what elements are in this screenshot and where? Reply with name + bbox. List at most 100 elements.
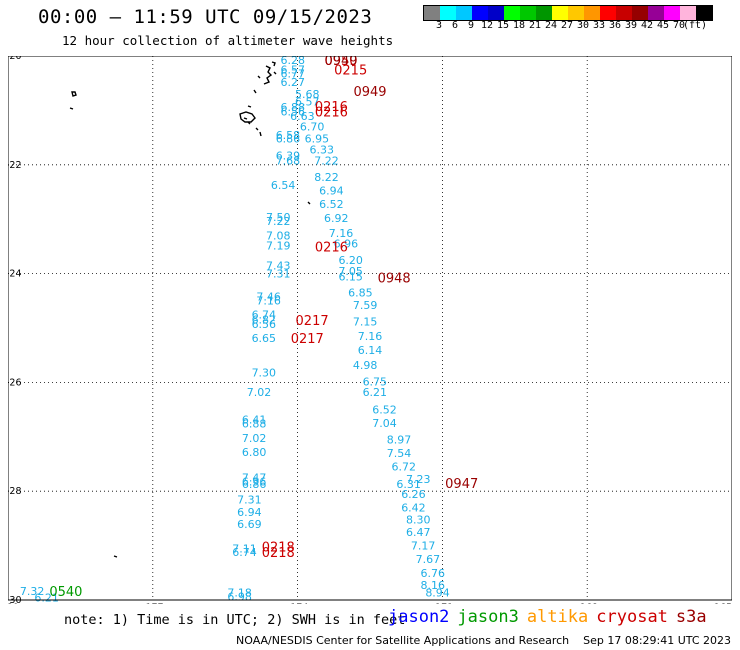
swh-value: 6.58 — [276, 129, 301, 142]
swh-value: 8.97 — [387, 434, 412, 447]
color-scale-ticks: 3 6 9 12 15 18 21 24 27 30 33 36 39 42 45 70 (ft) — [423, 20, 740, 32]
swh-value: 8.30 — [406, 513, 431, 526]
swh-value: 8.16 — [420, 579, 445, 592]
note-text: note: 1) Time is in UTC; 2) SWH is in fe… — [64, 612, 406, 628]
swh-value: 6.88 — [281, 101, 306, 114]
color-scale-tick: 9 — [467, 20, 475, 31]
chart-subtitle: 12 hour collection of altimeter wave hei… — [62, 33, 394, 48]
swh-value: 6.27 — [281, 76, 306, 89]
swh-value: 7.04 — [372, 417, 397, 430]
swh-value: 6.74 — [232, 546, 257, 559]
pass-time-labels: 0950094902150949021602160216094802170217… — [49, 56, 478, 600]
swh-value: 6.75 — [363, 375, 388, 388]
color-swatch — [648, 6, 664, 20]
swh-value: 8.94 — [425, 586, 450, 599]
swh-value: 7.17 — [411, 540, 436, 553]
swh-value: 7.15 — [353, 315, 378, 328]
pass-time-label: 0216 — [315, 105, 348, 120]
swh-value: 7.19 — [266, 239, 291, 252]
swh-value: 6.65 — [252, 332, 277, 345]
color-swatch — [456, 6, 472, 20]
pass-time-label: 0949 — [324, 56, 357, 69]
color-scale-tick: 15 — [496, 20, 510, 31]
x-tick-label: -174 — [287, 602, 309, 604]
color-swatch — [584, 6, 600, 20]
satellite-altika: altika — [526, 607, 589, 627]
color-swatch — [568, 6, 584, 20]
color-swatch — [552, 6, 568, 20]
color-scale-tick: 30 — [576, 20, 590, 31]
color-scale-tick: 39 — [624, 20, 638, 31]
swh-value: 7.68 — [276, 154, 301, 167]
satellite-legend: jason2 jason3 altika cryosat s3a — [388, 607, 715, 627]
color-scale-tick: 33 — [592, 20, 606, 31]
color-swatch — [696, 6, 712, 20]
swh-value: 7.50 — [266, 211, 291, 224]
swh-value: 7.23 — [406, 473, 431, 486]
color-swatch — [536, 6, 552, 20]
swh-value: 6.94 — [319, 184, 344, 197]
swh-value: 6.92 — [324, 212, 349, 225]
swh-value: 6.52 — [319, 198, 344, 211]
swh-value: 7.67 — [416, 553, 441, 566]
pass-time-label: 0218 — [262, 541, 295, 556]
pass-time-label: 0216 — [315, 100, 348, 115]
color-swatch — [472, 6, 488, 20]
swh-value: 6.56 — [281, 105, 306, 118]
y-tick-label: -26 — [8, 377, 22, 388]
color-swatch — [504, 6, 520, 20]
pass-time-label: 0949 — [353, 85, 386, 100]
color-swatch — [680, 6, 696, 20]
swh-value: 6.85 — [348, 287, 373, 300]
x-tick-label: -171 — [432, 602, 454, 604]
swh-value: 6.96 — [334, 238, 359, 251]
swh-value: 7.46 — [256, 290, 281, 303]
swh-value: 7.31 — [266, 268, 291, 281]
swh-value: 7.47 — [242, 472, 267, 485]
swh-values: 6.286.576.776.275.686.576.886.566.636.70… — [20, 56, 450, 604]
color-swatch — [520, 6, 536, 20]
color-scale-tick: 12 — [480, 20, 494, 31]
satellite-cryosat: cryosat — [596, 607, 668, 627]
swh-value: 6.21 — [34, 591, 59, 604]
pass-time-label: 0540 — [49, 585, 82, 600]
swh-value: 7.22 — [314, 154, 339, 167]
swh-value: 8.22 — [314, 171, 339, 184]
swh-value: 7.16 — [358, 330, 383, 343]
swh-value: 7.32 — [20, 585, 45, 598]
color-scale-tick: (ft) — [682, 20, 708, 31]
color-scale-tick: 6 — [451, 20, 459, 31]
swh-value: 6.15 — [338, 270, 363, 283]
swh-value: 7.30 — [252, 367, 277, 380]
x-tick-label: -177 — [142, 602, 164, 604]
color-swatch — [440, 6, 456, 20]
chart-title: 00:00 – 11:59 UTC 09/15/2023 — [38, 6, 373, 28]
pass-time-label: 0217 — [296, 314, 329, 329]
swh-value: 6.86 — [276, 133, 301, 146]
color-scale-tick: 45 — [656, 20, 670, 31]
swh-value: 6.57 — [281, 64, 306, 77]
color-scale-tick: 36 — [608, 20, 622, 31]
swh-value: 4.98 — [353, 359, 378, 372]
color-swatch — [632, 6, 648, 20]
color-swatch — [664, 6, 680, 20]
color-scale-bar — [423, 5, 713, 21]
swh-value: 7.16 — [329, 227, 354, 240]
swh-value: 6.69 — [237, 518, 262, 531]
swh-value: 7.16 — [256, 294, 281, 307]
coastline — [69, 61, 311, 558]
swh-value: 6.42 — [401, 502, 426, 515]
swh-value: 6.14 — [358, 344, 383, 357]
color-scale-tick: 18 — [512, 20, 526, 31]
color-scale-tick: 70 — [672, 20, 686, 31]
pass-time-label: 0948 — [378, 271, 411, 286]
color-swatch — [488, 6, 504, 20]
pass-time-label: 0950 — [324, 56, 357, 69]
pass-time-label: 0947 — [445, 477, 478, 492]
satellite-jason2: jason2 — [388, 607, 450, 627]
swh-value: 6.94 — [237, 506, 262, 519]
swh-value: 6.88 — [242, 418, 267, 431]
color-scale-tick: 21 — [528, 20, 542, 31]
color-scale-tick: 27 — [560, 20, 574, 31]
x-tick-label: -165 — [710, 602, 732, 604]
